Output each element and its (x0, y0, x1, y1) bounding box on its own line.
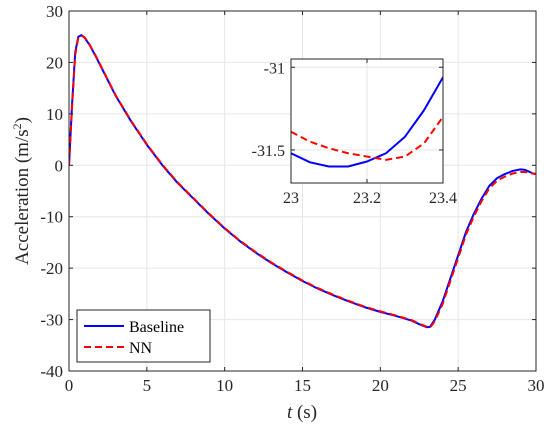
main-y-tick-label: 0 (55, 156, 64, 175)
main-y-tick-label: -10 (40, 208, 63, 227)
legend: Baseline NN (76, 309, 211, 363)
x-axis-title: t (s) (287, 402, 317, 423)
inset-y-tick-label: -31.5 (252, 143, 285, 160)
y-axis-label-close: ) (12, 117, 33, 123)
inset-series-group (291, 76, 443, 168)
inset-y-tick-label: -31 (264, 60, 285, 77)
main-ticks (68, 10, 537, 372)
inset-ticks (290, 59, 444, 183)
main-x-tick-label: 30 (528, 376, 545, 395)
legend-box (76, 309, 211, 363)
main-y-tick-label: -40 (40, 362, 63, 381)
x-axis-variable: t (287, 402, 293, 423)
inset-x-tick-label: 23 (283, 190, 299, 207)
main-x-tick-label: 5 (143, 376, 152, 395)
main-y-tick-label: 20 (46, 53, 63, 72)
main-y-tick-label: 10 (46, 105, 63, 124)
main-y-tick-label: 30 (46, 2, 63, 21)
y-axis-title: Acceleration (m/s2) (10, 117, 33, 265)
main-x-tick-label: 10 (216, 376, 233, 395)
inset-series-baseline-line (291, 76, 443, 168)
y-axis-superscript: 2 (10, 123, 24, 129)
inset-tick-labels: 23 23.2 23.4 -31.5 -31 (252, 60, 457, 207)
x-axis-unit: (s) (297, 402, 317, 423)
legend-label-nn: NN (129, 340, 153, 357)
inset-series-nn-line (291, 116, 443, 161)
main-y-tick-label: -30 (40, 311, 63, 330)
main-x-tick-label: 20 (372, 376, 389, 395)
inset-x-tick-label: 23.2 (353, 190, 381, 207)
main-x-tick-label: 25 (450, 376, 467, 395)
main-x-tick-label: 0 (65, 376, 74, 395)
main-series-group (69, 34, 536, 329)
main-series-nn-line (69, 34, 536, 329)
main-tick-labels: 0 5 10 15 20 25 30 -40 -30 -20 -10 0 10 20 30 (40, 2, 544, 395)
main-x-tick-label: 15 (294, 376, 311, 395)
y-axis-label: Acceleration (m/s (12, 129, 33, 265)
legend-label-baseline: Baseline (129, 319, 184, 336)
inset-x-tick-label: 23.4 (429, 190, 457, 207)
main-y-tick-label: -20 (40, 259, 63, 278)
